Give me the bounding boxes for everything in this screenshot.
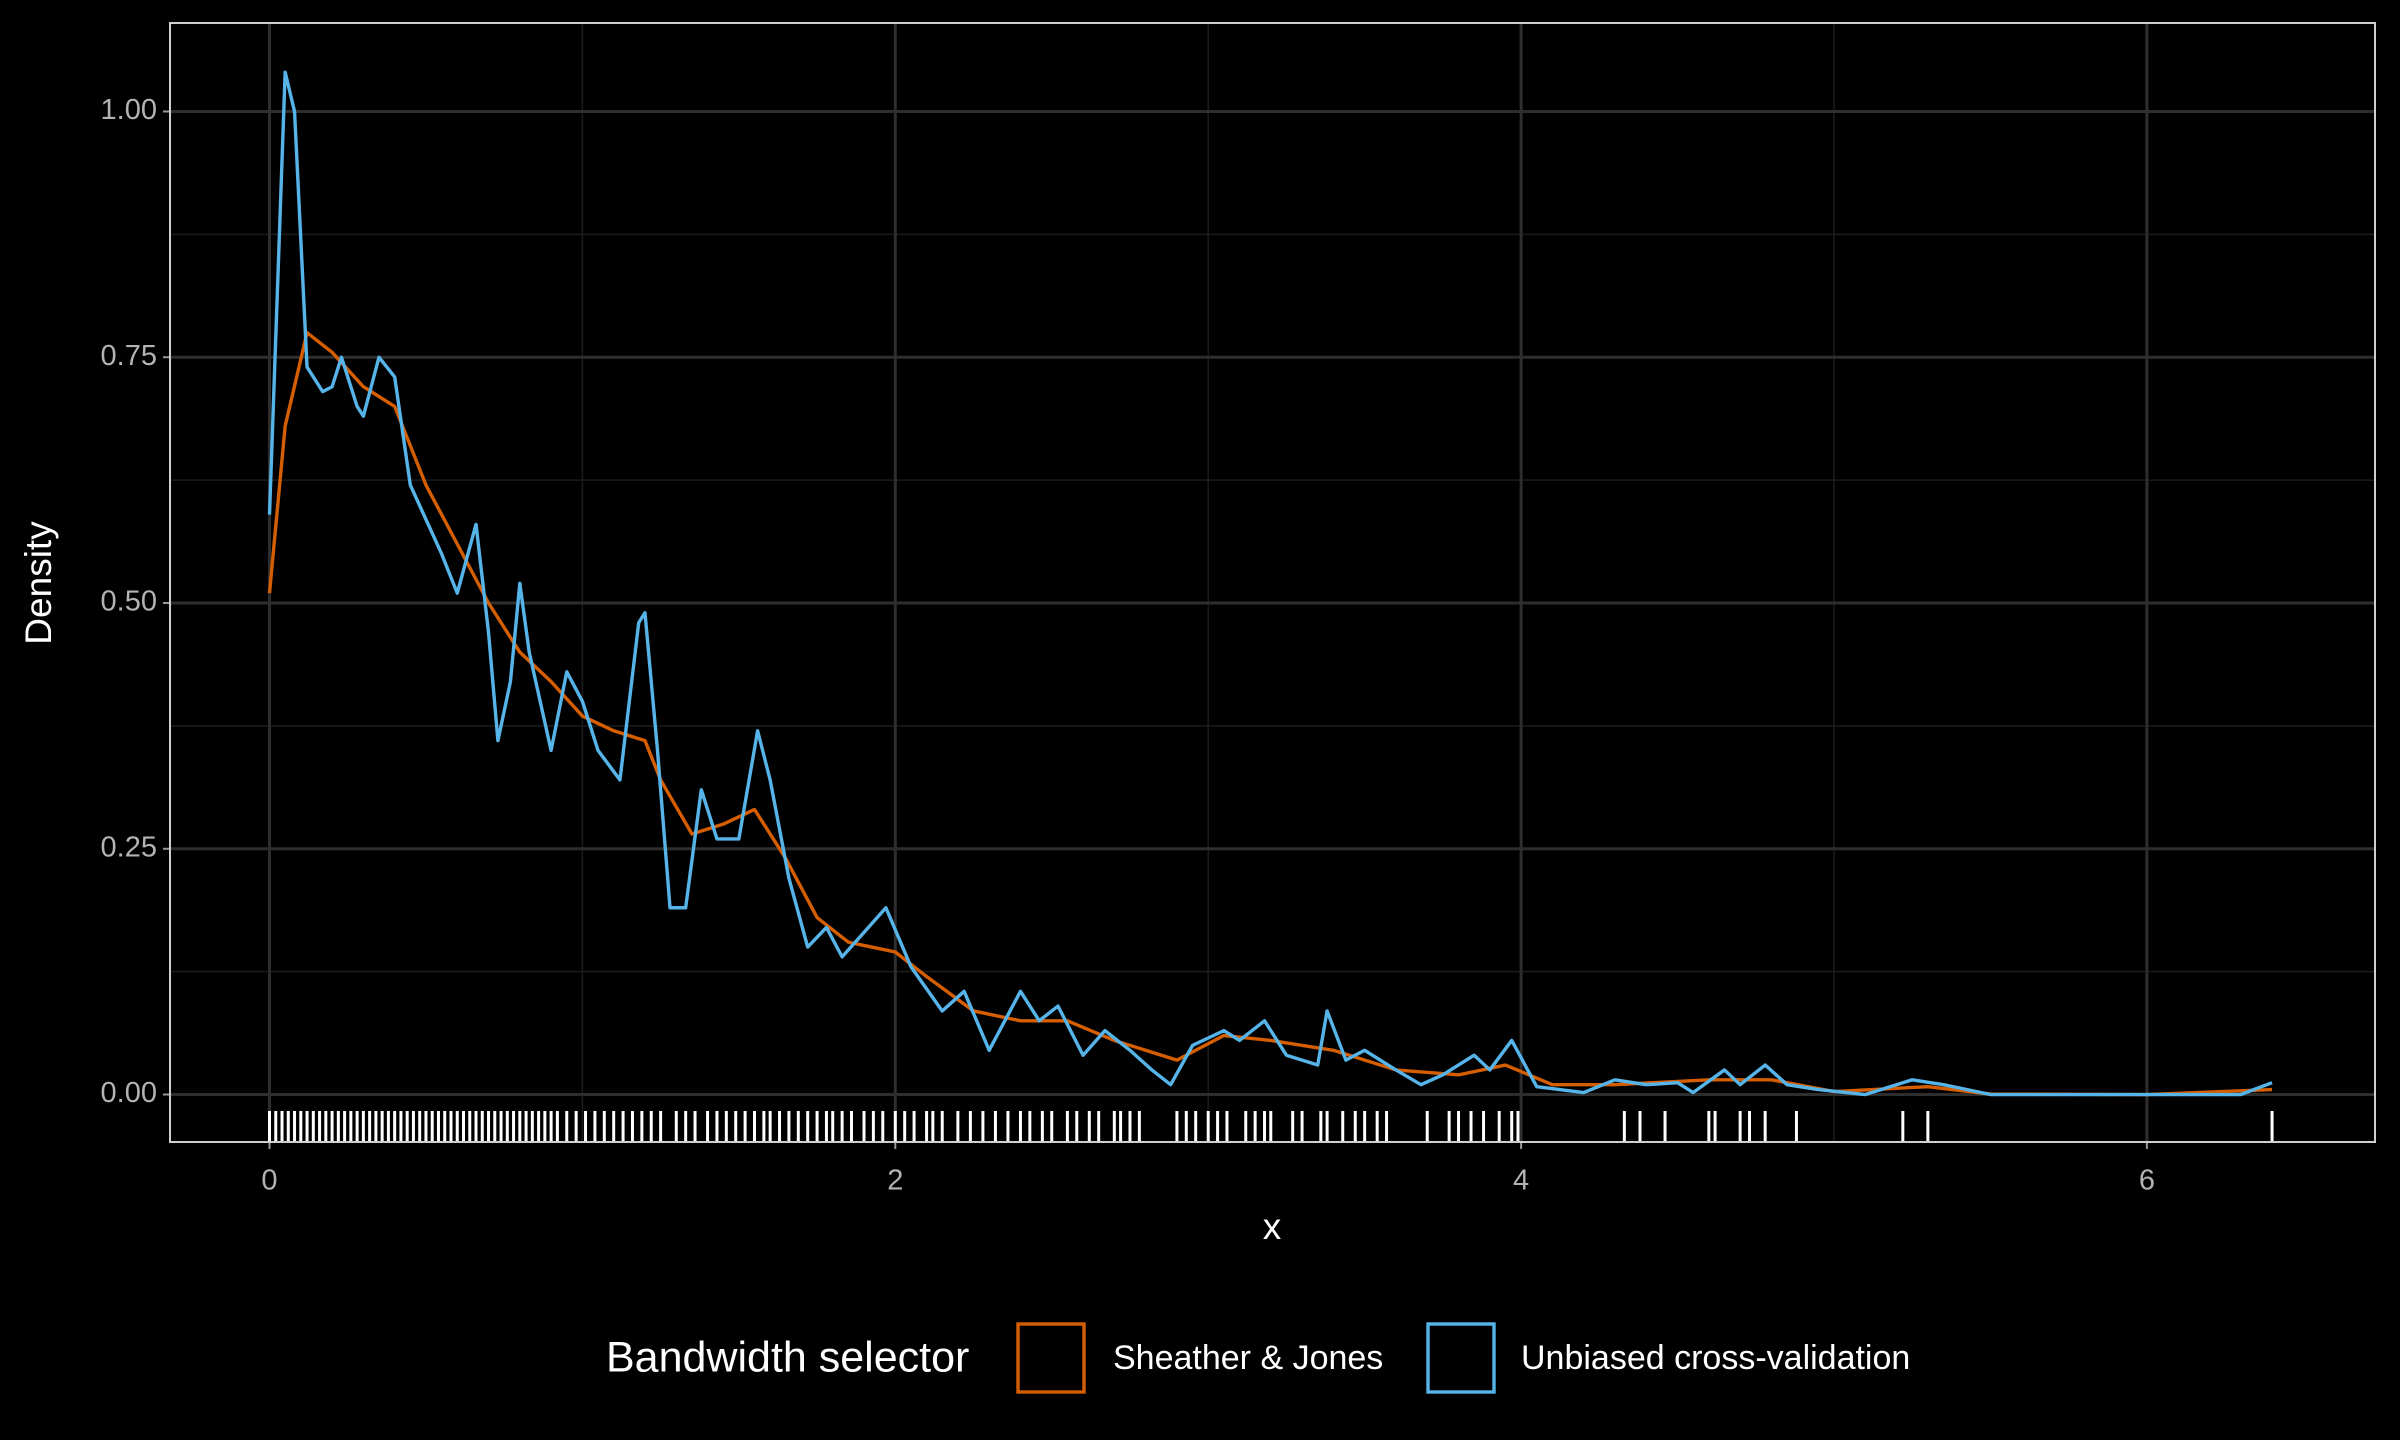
x-tick-label: 2 [887, 1165, 903, 1197]
legend-label: Unbiased cross-validation [1521, 1339, 1910, 1377]
density-line [267, 330, 2273, 1097]
legend-key [1426, 1322, 1496, 1394]
panel-border [169, 22, 2376, 1143]
y-tick-label: 0.50 [101, 586, 157, 618]
density-line [267, 70, 2273, 1097]
x-tick-label: 6 [2139, 1165, 2155, 1197]
x-tick-label: 4 [1513, 1165, 1529, 1197]
y-tick-label: 0.25 [101, 831, 157, 863]
x-tick-label: 0 [261, 1165, 277, 1197]
legend-title: Bandwidth selector [606, 1333, 969, 1381]
y-axis-title: Density [18, 521, 59, 645]
legend-key [1016, 1322, 1086, 1394]
y-tick-label: 0.75 [101, 340, 157, 372]
y-tick-label: 0.00 [101, 1077, 157, 1109]
y-tick-label: 1.00 [101, 94, 157, 126]
legend-label: Sheather & Jones [1113, 1339, 1383, 1377]
x-axis-title: x [1263, 1206, 1282, 1247]
